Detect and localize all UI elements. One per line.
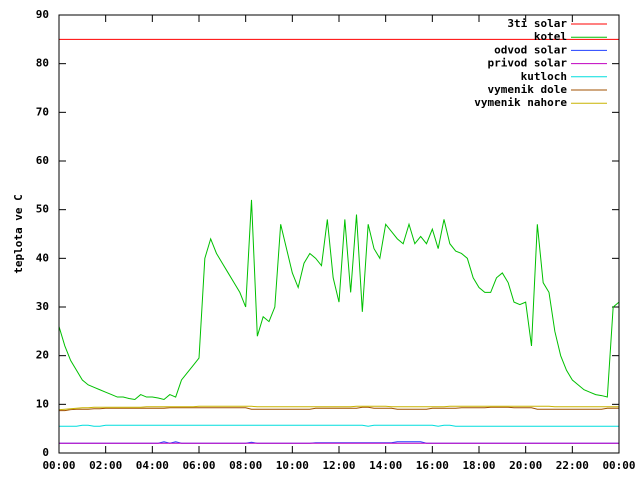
legend-label: vymenik dole (488, 83, 568, 96)
series-line (58, 405, 619, 411)
x-tick-label: 04:00 (136, 459, 169, 472)
y-tick-label: 90 (36, 8, 49, 21)
legend-label: privod solar (488, 57, 568, 70)
x-tick-label: 10:00 (276, 459, 309, 472)
x-tick-label: 00:00 (602, 459, 635, 472)
legend-label: kotel (534, 30, 567, 43)
series-line (58, 199, 620, 401)
series-line (59, 406, 619, 412)
legend-label: vymenik nahore (474, 96, 567, 109)
x-tick-label: 06:00 (182, 459, 215, 472)
legend-label: odvod solar (494, 43, 567, 56)
y-tick-label: 30 (36, 300, 49, 313)
y-tick-label: 50 (36, 203, 49, 216)
legend-label: 3ti solar (507, 17, 567, 30)
y-tick-label: 10 (36, 397, 49, 410)
y-tick-label: 40 (36, 251, 49, 264)
plot-border (58, 14, 620, 454)
y-tick-label: 60 (36, 154, 49, 167)
y-tick-label: 70 (36, 105, 49, 118)
x-tick-label: 22:00 (556, 459, 589, 472)
y-axis-label: teplota ve C (12, 194, 25, 273)
x-tick-label: 02:00 (89, 459, 122, 472)
x-tick-label: 12:00 (322, 459, 355, 472)
x-tick-label: 14:00 (369, 459, 402, 472)
x-tick-label: 00:00 (42, 459, 75, 472)
legend-label: kutloch (521, 70, 567, 83)
x-tick-label: 18:00 (462, 459, 495, 472)
x-tick-label: 20:00 (509, 459, 542, 472)
y-tick-label: 20 (36, 349, 49, 362)
y-tick-label: 0 (42, 446, 49, 459)
series-line (59, 424, 619, 427)
y-tick-label: 80 (36, 57, 49, 70)
x-tick-label: 16:00 (416, 459, 449, 472)
x-tick-label: 08:00 (229, 459, 262, 472)
